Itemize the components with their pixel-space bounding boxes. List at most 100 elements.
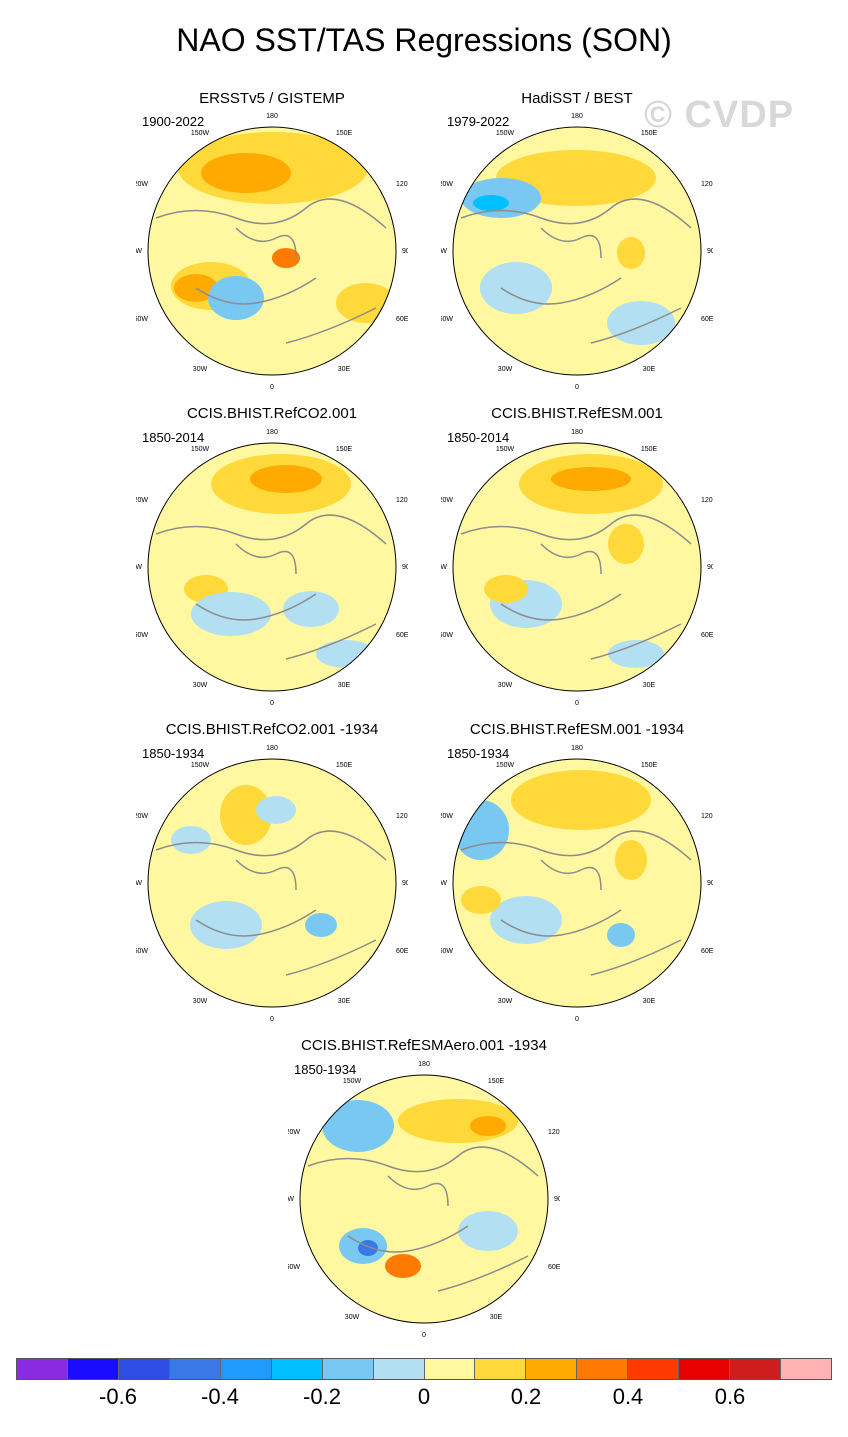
colorbar-swatch [373,1359,425,1379]
longitude-label: 180 [266,745,278,752]
longitude-label: 120E [396,181,408,188]
longitude-label: 60E [396,632,408,639]
longitude-label: 150W [191,130,210,137]
colorbar-swatch [577,1359,629,1379]
longitude-label: 0 [270,1016,274,1022]
polar-map: 180 150E 150W 120E 120W 90E 90W 60E 60W 30E 30W 0 [136,113,408,390]
panel-period: 1850-2014 [447,430,510,445]
colorbar-label: 0.2 [510,1384,542,1409]
longitude-label: 150E [488,1078,505,1085]
longitude-label: 60W [288,1264,300,1271]
colorbar-swatch [730,1359,782,1379]
colorbar-swatch [169,1359,221,1379]
longitude-label: 180 [266,113,278,120]
longitude-label: 90W [136,564,142,571]
longitude-label: 120W [136,813,148,820]
polar-map: 180 150E 150W 120E 120W 90E 90W 60E 60W 30E 30W 0 [441,429,713,706]
polar-map: 180 150E 150W 120E 120W 90E 90W 60E 60W 30E 30W 0 [136,429,408,706]
longitude-label: 180 [418,1061,430,1068]
longitude-label: 60E [396,948,408,955]
longitude-label: 150W [496,446,515,453]
longitude-label: 90E [707,564,713,571]
longitude-label: 150E [641,446,658,453]
colorbar-swatch [220,1359,272,1379]
panel-title: ERSSTv5 / GISTEMP [199,90,345,107]
longitude-label: 120E [701,813,713,820]
longitude-label: 90E [707,248,713,255]
longitude-label: 0 [422,1332,426,1338]
longitude-label: 30W [193,366,208,373]
longitude-label: 150W [343,1078,362,1085]
longitude-label: 60E [396,316,408,323]
longitude-label: 150W [496,130,515,137]
longitude-label: 90W [441,248,447,255]
longitude-label: 120E [396,813,408,820]
longitude-label: 180 [571,429,583,436]
longitude-label: 90W [441,564,447,571]
longitude-label: 90E [402,248,408,255]
longitude-label: 60W [136,948,148,955]
panel-title: CCIS.BHIST.RefESM.001 [491,405,663,422]
panel-title: CCIS.BHIST.RefCO2.001 -1934 [165,721,379,738]
longitude-label: 30W [498,998,513,1005]
longitude-label: 0 [270,384,274,390]
longitude-label: 30E [643,682,656,689]
longitude-label: 60W [441,632,453,639]
longitude-label: 90E [402,564,408,571]
polar-map: 180 150E 150W 120E 120W 90E 90W 60E 60W 30E 30W 0 [441,745,713,1022]
longitude-label: 30W [345,1314,360,1321]
figure-title: NAO SST/TAS Regressions (SON) [176,22,672,58]
panel-title: CCIS.BHIST.RefCO2.001 [186,405,358,422]
longitude-label: 180 [571,745,583,752]
longitude-label: 60E [701,316,713,323]
longitude-label: 30W [193,682,208,689]
colorbar-swatch [781,1359,831,1379]
panel-period: 1850-1934 [294,1062,357,1077]
colorbar-swatch [322,1359,374,1379]
colorbar-label: 0.6 [714,1384,746,1409]
colorbar-swatch [679,1359,731,1379]
longitude-label: 150E [336,762,353,769]
longitude-label: 180 [266,429,278,436]
polar-map: 180 150E 150W 120E 120W 90E 90W 60E 60W 30E 30W 0 [288,1061,560,1338]
colorbar-swatch [67,1359,119,1379]
colorbar-label: -0.2 [303,1384,341,1409]
longitude-label: 30E [490,1314,503,1321]
longitude-label: 120W [288,1129,300,1136]
longitude-label: 30E [338,366,351,373]
longitude-label: 150E [641,762,658,769]
longitude-label: 90W [136,248,142,255]
panel-period: 1850-2014 [142,430,205,445]
longitude-label: 60E [548,1264,560,1271]
longitude-label: 90E [707,880,713,887]
longitude-label: 60E [701,632,713,639]
longitude-label: 150W [191,446,210,453]
longitude-label: 90W [136,880,142,887]
longitude-label: 30E [338,998,351,1005]
colorbar-label: 0.4 [612,1384,644,1409]
longitude-label: 180 [571,113,583,120]
longitude-label: 90W [288,1196,294,1203]
longitude-label: 120E [701,181,713,188]
longitude-label: 150W [191,762,210,769]
longitude-label: 30E [338,682,351,689]
colorbar-swatch [475,1359,527,1379]
longitude-label: 120E [701,497,713,504]
colorbar-swatch [271,1359,323,1379]
longitude-label: 30E [643,998,656,1005]
longitude-label: 0 [270,700,274,706]
longitude-label: 120W [136,181,148,188]
panel-period: 1900-2022 [142,114,205,129]
polar-map: 180 150E 150W 120E 120W 90E 90W 60E 60W 30E 30W 0 [136,745,408,1022]
longitude-label: 90W [441,880,447,887]
colorbar [16,1358,832,1380]
colorbar-swatch [424,1359,476,1379]
longitude-label: 60W [441,316,453,323]
longitude-label: 120W [441,813,453,820]
cvdp-watermark: © CVDP [644,94,795,136]
longitude-label: 120W [441,181,453,188]
longitude-label: 60W [136,632,148,639]
longitude-label: 30W [498,366,513,373]
panel-title: CCIS.BHIST.RefESMAero.001 -1934 [301,1037,547,1054]
longitude-label: 120W [441,497,453,504]
